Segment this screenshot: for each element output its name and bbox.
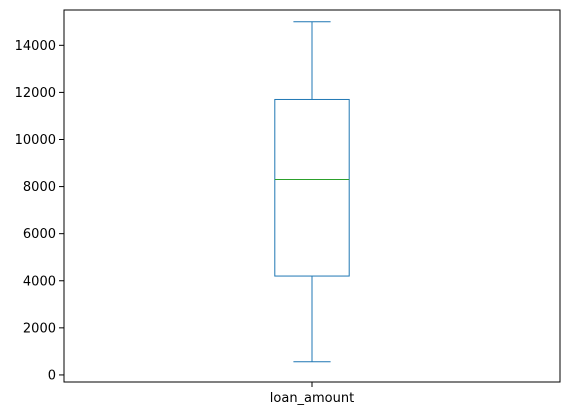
y-tick-label: 6000 bbox=[23, 227, 56, 242]
y-tick-label: 2000 bbox=[23, 321, 56, 336]
y-axis: 0 2000 4000 6000 8000 10000 12000 14000 bbox=[15, 39, 64, 383]
y-tick-label: 14000 bbox=[15, 39, 56, 54]
box-group bbox=[274, 21, 350, 363]
y-tick-label: 10000 bbox=[15, 133, 56, 148]
y-tick-label: 0 bbox=[48, 368, 56, 383]
boxes bbox=[274, 21, 350, 363]
x-tick-label: loan_amount bbox=[270, 391, 354, 406]
x-axis: loan_amount bbox=[270, 382, 354, 406]
y-tick-label: 4000 bbox=[23, 274, 56, 289]
iqr-box bbox=[274, 98, 350, 277]
y-tick-label: 8000 bbox=[23, 180, 56, 195]
y-tick-label: 12000 bbox=[15, 86, 56, 101]
